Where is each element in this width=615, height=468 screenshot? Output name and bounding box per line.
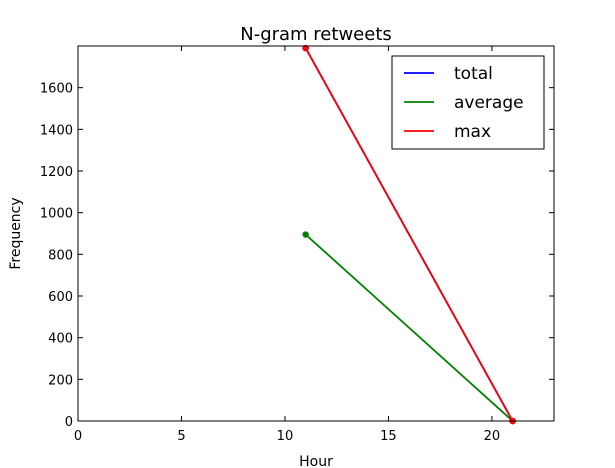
legend: total average max [391,55,545,150]
y-tick-label: 1000 [40,207,73,222]
x-tick-label: 10 [277,429,294,444]
x-axis-title: Hour [299,454,333,468]
y-tick-label: 600 [48,290,73,305]
y-axis-title: Frequency [8,197,24,269]
y-tick-label: 1400 [40,123,73,138]
legend-label-max: max [454,122,491,142]
legend-label-total: total [454,64,493,84]
series-line-max [304,47,514,422]
y-tick-label: 400 [48,332,73,347]
y-tick-label: 1600 [40,82,73,97]
legend-label-average: average [454,93,524,113]
plot-frame [77,45,555,422]
y-tick-label: 200 [48,373,73,388]
x-tick-label: 0 [74,429,82,444]
x-tick-label: 5 [177,429,185,444]
x-tick-label: 20 [484,429,501,444]
y-tick-label: 800 [48,248,73,263]
data-point-average [302,231,309,238]
chart-title: N-gram retweets [240,24,392,45]
y-tick-label: 1200 [40,165,73,180]
series-line-average [305,233,514,422]
plot-area [302,44,516,425]
y-tick-label: 0 [65,415,73,430]
x-tick-label: 15 [380,429,397,444]
